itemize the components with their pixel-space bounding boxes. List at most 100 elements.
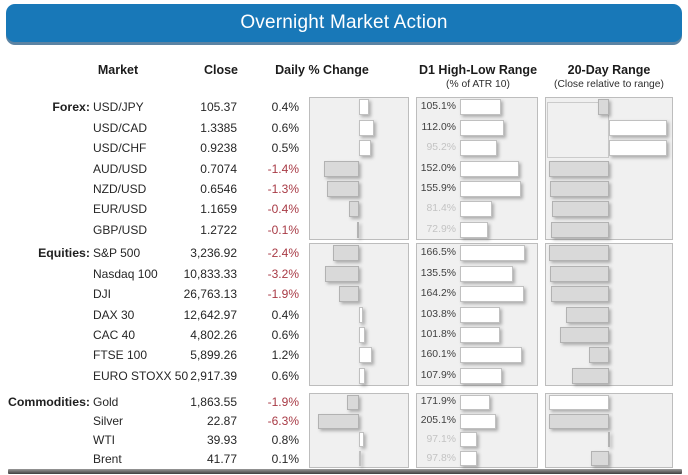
close-value: 22.87: [206, 414, 237, 429]
close-value: 39.93: [206, 432, 237, 447]
day20-range-bar: [565, 306, 609, 323]
chart-panel-d20: [545, 243, 673, 386]
close-value: 10,833.33: [183, 266, 237, 281]
close-value: 2,917.39: [190, 368, 237, 383]
close-value: 0.7074: [200, 161, 237, 176]
close-value: 1,863.55: [190, 395, 237, 410]
pct-change-value: 0.4%: [271, 100, 299, 115]
d1-range-bar: [460, 432, 478, 448]
day20-range-bar: [552, 201, 609, 218]
day20-range-bar: [550, 180, 609, 197]
pct-change-value: 0.5%: [271, 141, 299, 156]
day20-range-bar: [559, 326, 609, 343]
market-name: S&P 500: [93, 246, 141, 261]
daily-pct-bar: [359, 432, 365, 448]
market-name: DJI: [93, 287, 111, 302]
d1-range-value: 95.2%: [426, 142, 456, 154]
close-value: 0.6546: [200, 181, 237, 196]
pct-change-value: 0.6%: [271, 368, 299, 383]
pct-change-value: -1.9%: [267, 395, 299, 410]
window-bottom-edge: [8, 469, 682, 474]
d1-range-bar: [460, 326, 500, 343]
day20-range-bar: [609, 119, 668, 136]
close-value: 4,802.26: [190, 327, 237, 342]
daily-pct-bar: [359, 140, 372, 157]
d1-range-bar: [460, 119, 504, 136]
pct-change-value: -0.1%: [267, 222, 299, 237]
d1-range-bar: [460, 367, 503, 384]
market-name: Gold: [93, 395, 119, 410]
chart-plot-outline-artifact: [547, 102, 609, 158]
pct-change-value: 0.4%: [271, 307, 299, 322]
day20-range-bar: [550, 265, 609, 282]
d1-range-value: 97.8%: [426, 452, 456, 464]
column-header-d1-high-low-range: D1 High-Low Range: [418, 63, 538, 77]
day20-range-bar: [607, 432, 610, 448]
close-value: 41.77: [206, 451, 237, 466]
pct-change-value: -1.4%: [267, 161, 299, 176]
close-value: 12,642.97: [183, 307, 237, 322]
d1-range-value: 152.0%: [420, 162, 456, 174]
daily-pct-bar: [346, 394, 359, 410]
d1-range-bar: [460, 140, 498, 157]
d1-range-bar: [460, 394, 491, 410]
day20-range-bar: [597, 99, 609, 116]
d1-range-value: 72.9%: [426, 223, 456, 235]
pct-change-value: 0.6%: [271, 327, 299, 342]
d1-range-bar: [460, 265, 513, 282]
day20-range-bar: [549, 160, 609, 177]
close-value: 1.2722: [200, 222, 237, 237]
market-name: GBP/USD: [93, 222, 148, 237]
market-name: CAC 40: [93, 327, 136, 342]
daily-pct-bar: [359, 451, 361, 467]
d1-range-value: 112.0%: [421, 121, 456, 133]
market-name: Brent: [93, 451, 122, 466]
daily-pct-bar: [324, 265, 359, 282]
d1-range-value: 171.9%: [420, 396, 456, 408]
daily-pct-bar: [338, 286, 359, 303]
d1-range-value: 103.8%: [420, 308, 456, 320]
d1-range-bar: [460, 306, 501, 323]
d1-range-value: 205.1%: [420, 415, 456, 427]
d1-range-value: 105.1%: [420, 101, 456, 113]
column-header-daily-pct-change: Daily % Change: [275, 63, 369, 77]
day20-range-bar: [609, 140, 668, 157]
daily-pct-bar: [359, 367, 366, 384]
market-name: NZD/USD: [93, 181, 147, 196]
section-label: Commodities:: [8, 395, 90, 410]
daily-pct-bar: [333, 245, 359, 262]
close-value: 5,899.26: [190, 348, 237, 363]
d1-range-value: 107.9%: [420, 369, 456, 381]
close-value: 1.3385: [200, 120, 237, 135]
d1-range-value: 164.2%: [420, 288, 456, 300]
d1-range-value: 97.1%: [426, 433, 456, 445]
pct-change-value: 0.1%: [271, 451, 299, 466]
page-title: Overnight Market Action: [240, 12, 448, 33]
pct-change-value: 1.2%: [271, 348, 299, 363]
close-value: 3,236.92: [190, 246, 237, 261]
d1-range-value: 166.5%: [420, 247, 456, 259]
day20-range-bar: [589, 347, 609, 364]
market-name: Silver: [93, 414, 124, 429]
market-name: AUD/USD: [93, 161, 148, 176]
market-name: Nasdaq 100: [93, 266, 158, 281]
close-value: 26,763.13: [183, 287, 237, 302]
column-header-market: Market: [97, 63, 139, 77]
section-label: Equities:: [38, 246, 90, 261]
daily-pct-bar: [326, 180, 359, 197]
pct-change-value: -2.4%: [267, 246, 299, 261]
daily-pct-bar: [359, 326, 366, 343]
pct-change-value: 0.8%: [271, 432, 299, 447]
close-value: 105.37: [200, 100, 237, 115]
title-banner: Overnight Market Action: [6, 4, 682, 42]
day20-range-bar: [549, 245, 609, 262]
day20-range-bar: [550, 221, 609, 238]
d1-range-value: 155.9%: [420, 182, 456, 194]
pct-change-value: -6.3%: [267, 414, 299, 429]
pct-change-value: 0.6%: [271, 120, 299, 135]
market-name: USD/CHF: [93, 141, 147, 156]
market-name: DAX 30: [93, 307, 135, 322]
d1-range-value: 101.8%: [420, 328, 456, 340]
d1-range-bar: [460, 347, 523, 364]
